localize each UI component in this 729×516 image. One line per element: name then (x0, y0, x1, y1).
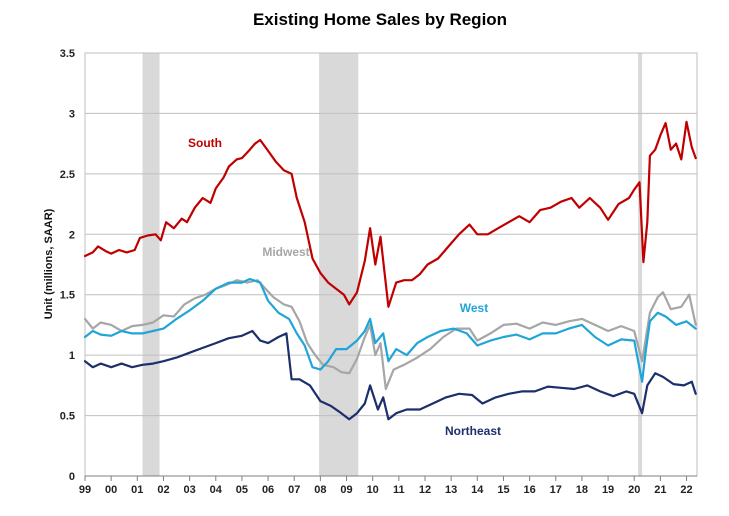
x-tick-label: 05 (236, 484, 248, 496)
y-tick-label: 1 (69, 350, 75, 362)
x-tick-label: 16 (523, 484, 535, 496)
x-tick-label: 09 (340, 484, 352, 496)
series-label-south: South (188, 136, 222, 150)
x-tick-label: 99 (79, 484, 91, 496)
x-tick-label: 03 (183, 484, 195, 496)
series-lines (83, 120, 697, 421)
x-tick-label: 19 (602, 484, 614, 496)
y-tick-label: 3 (69, 108, 75, 120)
recession-band-2 (638, 53, 643, 476)
x-tick-label: 11 (393, 484, 405, 496)
y-tick-label: 0.5 (60, 411, 75, 423)
x-tick-label: 10 (367, 484, 379, 496)
x-tick-label: 06 (262, 484, 274, 496)
series-label-midwest: Midwest (262, 245, 309, 259)
x-tick-label: 01 (131, 484, 143, 496)
x-tick-label: 18 (576, 484, 588, 496)
recession-band-0 (142, 53, 160, 476)
series-line-south (83, 120, 697, 308)
plot-area-border (84, 52, 698, 477)
series-labels: South Midwest West Northeast (188, 136, 501, 438)
y-axis-label: Unit (millions, SAAR) (43, 208, 55, 319)
x-tick-label: 08 (314, 484, 326, 496)
x-tick-label: 14 (471, 484, 484, 496)
series-line-west (83, 277, 697, 383)
series-label-northeast: Northeast (445, 424, 501, 438)
x-tick-label: 15 (497, 484, 509, 496)
x-tick-label: 07 (288, 484, 300, 496)
x-tick-label: 12 (419, 484, 431, 496)
series-label-west: West (460, 301, 488, 315)
x-tick-label: 00 (105, 484, 117, 496)
x-tick-label: 20 (628, 484, 640, 496)
x-tick-label: 04 (210, 484, 223, 496)
x-tick-label: 21 (654, 484, 666, 496)
x-tick-label: 17 (550, 484, 562, 496)
x-tick-label: 02 (157, 484, 169, 496)
gridlines (85, 112, 697, 417)
x-tick-label: 13 (445, 484, 457, 496)
y-tick-label: 1.5 (60, 290, 75, 302)
recession-shading (142, 53, 643, 476)
series-line-northeast (83, 329, 697, 421)
y-tick-label: 3.5 (60, 48, 75, 60)
y-tick-label: 0 (69, 471, 75, 483)
y-tick-label: 2 (69, 229, 75, 241)
x-axis: 99 00 01 02 03 04 05 06 07 08 09 10 11 12 13 14 15 16 17 18… (79, 475, 697, 496)
y-tick-label: 2.5 (60, 169, 75, 181)
x-tick-label: 22 (680, 484, 692, 496)
y-axis: 0 0.5 1 1.5 2 2.5 3 3.5 (60, 48, 75, 483)
chart-title: Existing Home Sales by Region (253, 10, 507, 29)
series-line-midwest (83, 279, 697, 391)
recession-band-1 (319, 53, 359, 476)
